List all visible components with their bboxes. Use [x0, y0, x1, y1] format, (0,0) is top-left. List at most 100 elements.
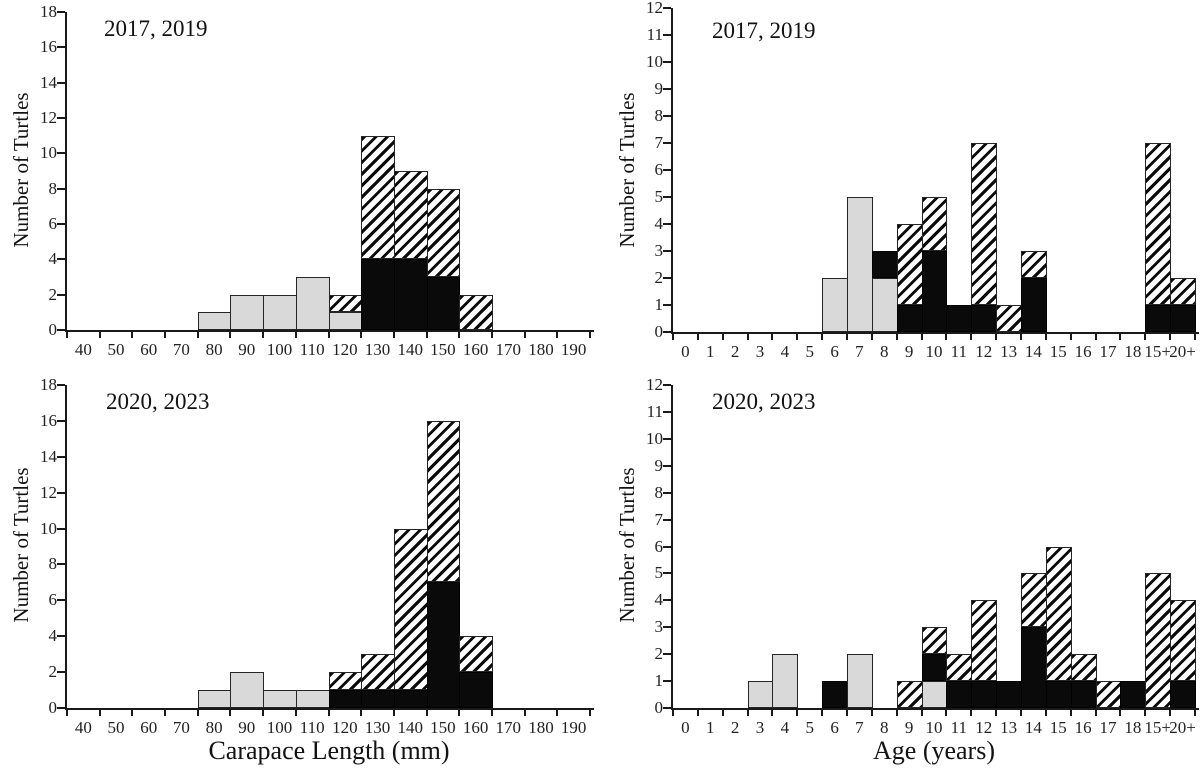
- x-tick: [895, 334, 898, 340]
- x-tick: [196, 332, 199, 338]
- y-tick-label: 2: [654, 268, 664, 287]
- x-tick-label: 17: [1099, 342, 1117, 361]
- bar-segment-light-gray: [230, 672, 265, 708]
- x-tick-label: 160: [462, 718, 489, 737]
- x-tick-label: 10: [925, 718, 943, 737]
- bar-segment-solid-black: [361, 690, 395, 708]
- y-tick: [663, 545, 671, 548]
- x-tick: [523, 710, 526, 716]
- x-tick: [523, 332, 526, 338]
- bar-segment-light-gray: [230, 294, 265, 330]
- y-tick: [663, 491, 671, 494]
- x-tick-label: 40: [74, 718, 92, 737]
- x-tick: [821, 334, 824, 340]
- y-tick: [663, 250, 671, 252]
- bar-segment-diagonal-hatch: [1045, 546, 1072, 682]
- y-tick: [663, 115, 671, 117]
- panel-label-top-left: 2017, 2019: [104, 16, 208, 41]
- x-tick-label: 16: [1074, 718, 1092, 737]
- x-tick: [920, 334, 923, 340]
- y-tick: [57, 81, 65, 84]
- y-tick: [57, 117, 65, 119]
- x-tick-label: 20+: [1169, 342, 1196, 361]
- bar-segment-solid-black: [971, 305, 998, 332]
- x-tick-label: 120: [332, 340, 358, 359]
- bar-segment-light-gray: [847, 197, 873, 332]
- y-tick-label: 7: [654, 133, 664, 152]
- x-tick-label: 18: [1124, 718, 1142, 737]
- y-tick-label: 2: [654, 644, 664, 664]
- bar-segment-solid-black: [328, 690, 363, 708]
- y-tick-label: 12: [40, 482, 57, 502]
- x-tick: [556, 710, 559, 716]
- y-tick: [57, 671, 65, 674]
- bar-segment-diagonal-hatch: [393, 528, 428, 691]
- y-tick: [663, 304, 671, 306]
- y-tick-label: 10: [646, 428, 663, 448]
- x-tick-label: 150: [430, 718, 456, 737]
- bar-segment-diagonal-hatch: [896, 681, 923, 708]
- y-tick-label: 2: [48, 662, 58, 682]
- x-tick: [229, 710, 232, 716]
- y-tick: [57, 329, 65, 331]
- x-tick-label: 12: [975, 718, 993, 737]
- x-tick: [425, 332, 428, 338]
- x-tick: [327, 710, 330, 716]
- bar-segment-diagonal-hatch: [971, 143, 998, 305]
- y-tick-label: 16: [40, 410, 57, 430]
- y-tick: [663, 277, 671, 279]
- x-tick-label: 1: [706, 718, 715, 737]
- x-tick-label: 170: [495, 340, 522, 359]
- x-tick: [196, 710, 199, 716]
- x-axis-line: [65, 330, 594, 332]
- x-tick-label: 0: [681, 718, 690, 737]
- x-tick: [672, 334, 674, 340]
- x-tick-label: 90: [238, 340, 256, 359]
- x-tick: [970, 710, 973, 716]
- x-axis-line: [65, 708, 594, 710]
- y-tick: [663, 88, 671, 90]
- y-tick: [663, 518, 671, 521]
- bar-segment-solid-black: [426, 277, 461, 330]
- x-tick-label: 7: [855, 342, 864, 361]
- y-tick: [57, 563, 65, 566]
- bar-segment-diagonal-hatch: [1170, 278, 1196, 305]
- y-axis-line: [65, 385, 67, 710]
- bar-segment-solid-black: [1021, 627, 1047, 708]
- bar-segment-light-gray: [197, 312, 232, 330]
- x-tick: [589, 710, 591, 716]
- y-tick-label: 1: [654, 671, 664, 691]
- bar-segment-diagonal-hatch: [361, 654, 395, 691]
- bar-segment-diagonal-hatch: [921, 627, 948, 655]
- x-tick-label: 120: [332, 718, 358, 737]
- bar-segment-solid-black: [1045, 681, 1072, 708]
- y-tick: [663, 34, 671, 36]
- panel-label-top-right: 2017, 2019: [712, 18, 816, 43]
- bar-segment-solid-black: [996, 681, 1022, 708]
- x-tick-label: 50: [107, 340, 125, 359]
- bar-segment-diagonal-hatch: [328, 294, 363, 313]
- y-tick: [663, 61, 671, 63]
- x-tick-label: 70: [172, 718, 190, 737]
- y-tick: [57, 258, 65, 261]
- x-tick: [995, 710, 998, 716]
- x-tick-label: 16: [1074, 342, 1092, 361]
- x-tick: [870, 334, 873, 340]
- bar-segment-solid-black: [426, 582, 461, 708]
- x-tick-label: 0: [681, 342, 690, 361]
- x-tick-label: 4: [780, 342, 790, 361]
- y-tick-label: 8: [654, 482, 664, 502]
- x-tick: [1144, 334, 1147, 340]
- y-tick-label: 4: [654, 214, 664, 233]
- y-tick-label: 12: [646, 0, 663, 17]
- x-tick: [1169, 334, 1172, 340]
- bar-segment-solid-black: [1021, 278, 1047, 332]
- y-tick-label: 6: [48, 590, 58, 610]
- panel-label-bottom-right: 2020, 2023: [712, 389, 816, 414]
- x-tick: [1194, 334, 1196, 340]
- x-tick: [1044, 710, 1047, 716]
- y-tick-label: 6: [654, 536, 664, 556]
- bar-segment-solid-black: [1145, 305, 1172, 332]
- y-tick-label: 11: [646, 401, 663, 421]
- x-tick-label: 190: [560, 718, 587, 737]
